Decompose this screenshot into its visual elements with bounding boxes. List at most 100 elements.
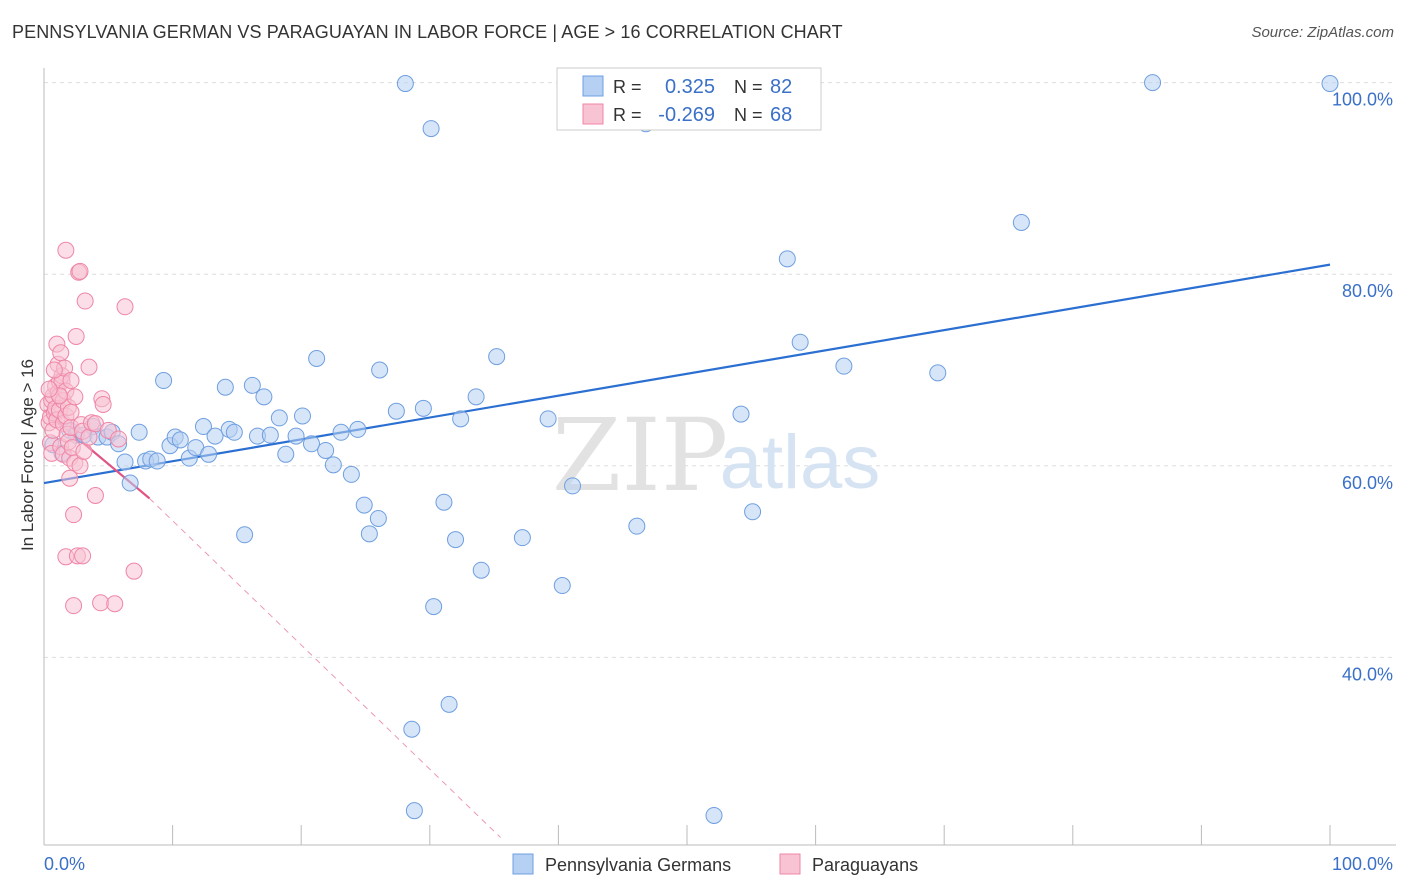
blue-data-point	[472, 561, 490, 579]
r-label: R =	[613, 105, 642, 125]
blue-data-point	[349, 420, 367, 438]
blue-data-point	[405, 802, 423, 820]
x-tick-label-min: 0.0%	[44, 854, 85, 874]
blue-data-point	[553, 577, 571, 595]
y-tick-label: 80.0%	[1342, 281, 1393, 301]
pink-data-point	[86, 486, 104, 504]
blue-data-point	[369, 509, 387, 527]
blue-data-point	[360, 525, 378, 543]
blue-data-point	[929, 364, 947, 382]
blue-data-point	[425, 598, 443, 616]
n-value: 68	[770, 104, 792, 126]
pink-data-point	[106, 595, 124, 613]
pink-legend-swatch	[582, 103, 604, 125]
chart-title: PENNSYLVANIA GERMAN VS PARAGUAYAN IN LAB…	[12, 22, 843, 42]
blue-data-point	[130, 423, 148, 441]
blue-data-point	[342, 465, 360, 483]
blue-data-point	[236, 526, 254, 544]
blue-data-point	[206, 427, 224, 445]
pink-series-swatch	[779, 853, 801, 875]
blue-data-point	[277, 445, 295, 463]
blue-data-point	[255, 388, 273, 406]
watermark-atlas: atlas	[720, 420, 881, 505]
pink-data-point	[62, 372, 80, 390]
pink-data-point	[67, 327, 85, 345]
n-label: N =	[734, 77, 763, 97]
y-tick-label: 60.0%	[1342, 473, 1393, 493]
blue-data-point	[216, 378, 234, 396]
pink-data-point	[76, 292, 94, 310]
blue-data-point	[243, 376, 261, 394]
series-legend: Pennsylvania Germans Paraguayans	[512, 853, 918, 875]
blue-data-point	[422, 120, 440, 138]
blue-data-point	[371, 361, 389, 379]
blue-data-point	[705, 806, 723, 824]
blue-data-point	[308, 350, 326, 368]
blue-data-point	[1321, 75, 1339, 93]
blue-data-point	[287, 427, 305, 445]
blue-data-point	[564, 477, 582, 495]
correlation-legend: R = 0.325 N = 82 R = -0.269 N = 68	[556, 67, 822, 131]
blue-data-point	[332, 423, 350, 441]
pink-data-point	[57, 241, 75, 259]
blue-data-point	[435, 493, 453, 511]
blue-data-point	[155, 372, 173, 390]
blue-data-point	[778, 250, 796, 268]
pink-data-point	[110, 430, 128, 448]
pink-data-point	[65, 506, 83, 524]
blue-data-point	[324, 456, 342, 474]
blue-data-point	[355, 496, 373, 514]
pink-data-point	[65, 597, 83, 615]
pink-data-point	[61, 469, 79, 487]
blue-data-point	[539, 410, 557, 428]
blue-data-point	[447, 531, 465, 549]
blue-data-point	[148, 452, 166, 470]
pink-data-point	[71, 262, 89, 280]
blue-data-point	[293, 407, 311, 425]
blue-data-point	[396, 75, 414, 93]
x-tick-label-max: 100.0%	[1332, 854, 1393, 874]
blue-data-point	[121, 474, 139, 492]
blue-data-point	[116, 453, 134, 471]
r-label: R =	[613, 77, 642, 97]
watermark-zip: ZIP	[552, 397, 728, 514]
blue-data-point	[628, 517, 646, 535]
pink-data-point	[94, 395, 112, 413]
pink-data-point	[80, 358, 98, 376]
blue-data-point	[791, 333, 809, 351]
pink-data-point	[116, 298, 134, 316]
blue-data-point	[467, 388, 485, 406]
blue-series-name: Pennsylvania Germans	[545, 855, 731, 875]
blue-data-point	[488, 348, 506, 366]
n-value: 82	[770, 76, 792, 98]
blue-data-point	[1012, 213, 1030, 231]
tick-labels: 40.0% 60.0% 80.0% 100.0% 0.0% 100.0%	[44, 90, 1393, 874]
trend-lines	[43, 263, 1331, 838]
pink-trend-extension	[149, 498, 501, 838]
blue-data-point	[270, 409, 288, 427]
blue-data-point	[387, 402, 405, 420]
blue-series-swatch	[512, 853, 534, 875]
blue-data-point	[744, 503, 762, 521]
n-label: N =	[734, 105, 763, 125]
blue-trend-line	[43, 263, 1331, 485]
pink-data-point	[66, 388, 84, 406]
pink-data-point	[45, 361, 63, 379]
source-label: Source: ZipAtlas.com	[1251, 24, 1394, 41]
blue-data-point	[225, 423, 243, 441]
grid-lines	[44, 82, 1396, 658]
blue-data-point	[732, 405, 750, 423]
blue-data-point	[440, 695, 458, 713]
blue-data-point	[194, 418, 212, 436]
pink-data-point	[92, 594, 110, 612]
pink-series-name: Paraguayans	[812, 855, 918, 875]
pink-data-point	[125, 562, 143, 580]
blue-data-point	[513, 529, 531, 547]
blue-data-point	[317, 441, 335, 459]
blue-data-point	[302, 435, 320, 453]
pink-data-point	[71, 457, 89, 475]
r-value: -0.269	[658, 104, 715, 126]
blue-legend-swatch	[582, 75, 604, 97]
